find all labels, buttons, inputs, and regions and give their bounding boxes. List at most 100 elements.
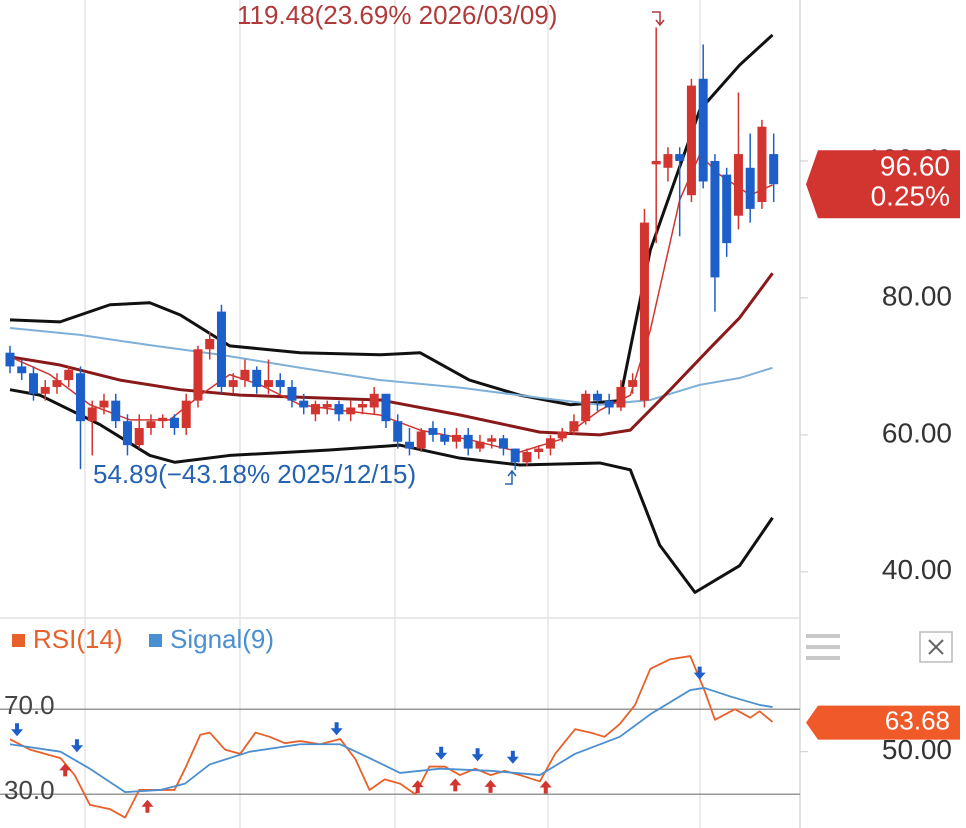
buy-signal: [411, 780, 424, 794]
close-x: [928, 639, 944, 655]
candle-body: [357, 404, 367, 408]
candle-body: [522, 452, 532, 463]
sell-signal: [506, 750, 519, 764]
candle-body: [369, 393, 379, 408]
buy-signal: [449, 778, 462, 792]
line-series: [9, 154, 773, 453]
close-button[interactable]: [919, 631, 953, 663]
candle-body: [663, 154, 673, 168]
sell-signal: [471, 748, 484, 762]
candle-body: [52, 380, 62, 387]
candle-body: [28, 373, 38, 394]
candle-body: [757, 126, 767, 203]
sell-signal: [693, 666, 706, 680]
candle-body: [698, 78, 708, 182]
candle-body: [134, 428, 144, 446]
candle-body: [616, 386, 626, 408]
candle-body: [675, 154, 685, 161]
rsi-tag: [806, 705, 960, 740]
price-tag-value: 96.60: [880, 151, 950, 182]
sell-signal: [330, 722, 343, 736]
candle-body: [64, 369, 74, 381]
candle-body: [310, 404, 320, 415]
rsi-legend-swatch: [12, 634, 25, 647]
candle-body: [545, 438, 555, 449]
candle-body: [769, 154, 779, 185]
candle-body: [710, 160, 720, 278]
candle-body: [393, 421, 403, 442]
candle-body: [404, 441, 414, 449]
candle-body: [592, 393, 602, 401]
buy-signal: [484, 779, 497, 793]
candle-body: [686, 85, 696, 196]
line-series: [9, 33, 774, 407]
candle-body: [745, 167, 755, 209]
candle-body: [158, 417, 168, 422]
candle-body: [252, 369, 262, 387]
candle-body: [733, 154, 743, 216]
candle-body: [334, 404, 344, 415]
y-tick-label: 40.00: [882, 554, 952, 585]
candle-body: [17, 366, 27, 374]
signal-legend-swatch: [149, 634, 162, 647]
candle-body: [557, 431, 567, 439]
sell-signal: [70, 739, 83, 753]
candle-body: [651, 160, 661, 165]
low-annotation: 54.89(−43.18% 2025/12/15): [93, 459, 416, 489]
y-tick-label: 70.0: [4, 690, 55, 720]
candle-body: [534, 448, 544, 453]
line-series: [9, 687, 773, 793]
candle-body: [99, 400, 109, 408]
candle-body: [346, 407, 356, 415]
candle-body: [428, 428, 438, 435]
rsi-legend-label: RSI(14): [33, 624, 123, 654]
candle-body: [111, 400, 121, 422]
candle-body: [275, 380, 285, 387]
candle-body: [451, 434, 461, 442]
buy-signal: [141, 799, 154, 813]
candle-body: [87, 407, 97, 422]
candle-body: [216, 311, 226, 387]
candle-body: [463, 434, 473, 449]
buy-signal: [59, 763, 72, 777]
candle-body: [440, 434, 450, 442]
candle-body: [240, 369, 250, 381]
candle-body: [146, 421, 156, 429]
candle-body: [498, 438, 508, 449]
rsi-tag-value: 63.68: [885, 705, 950, 735]
candle-body: [381, 393, 391, 422]
candle-body: [628, 380, 638, 387]
high-annotation: 119.48(23.69% 2026/03/09): [237, 0, 557, 30]
sell-signal: [11, 723, 24, 737]
signal-legend-label: Signal(9): [170, 624, 274, 654]
candle-body: [205, 339, 215, 350]
candle-body: [322, 404, 332, 408]
line-series: [9, 388, 774, 594]
candle-body: [75, 373, 85, 422]
y-tick-label: 30.0: [4, 775, 55, 805]
candle-body: [722, 174, 732, 244]
price-tag-change: 0.25%: [871, 181, 950, 212]
sell-signal: [435, 746, 448, 760]
candle-body: [122, 421, 132, 446]
line-series: [9, 327, 773, 406]
candle-body: [581, 393, 591, 422]
low-marker: [505, 469, 517, 485]
candle-body: [475, 441, 485, 449]
candle-body: [169, 417, 179, 429]
candle-body: [228, 380, 238, 387]
candle-body: [299, 400, 309, 408]
candle-body: [263, 380, 273, 387]
y-tick-label: 60.00: [882, 417, 952, 448]
candle-body: [181, 400, 191, 429]
line-series: [9, 655, 774, 819]
menu-icon[interactable]: [806, 634, 840, 660]
buy-signal: [539, 780, 552, 794]
price-tag: [806, 150, 960, 219]
candle-body: [287, 386, 297, 401]
candle-body: [569, 421, 579, 432]
candle-body: [193, 349, 203, 401]
line-series: [9, 272, 774, 437]
candle-body: [639, 222, 649, 401]
